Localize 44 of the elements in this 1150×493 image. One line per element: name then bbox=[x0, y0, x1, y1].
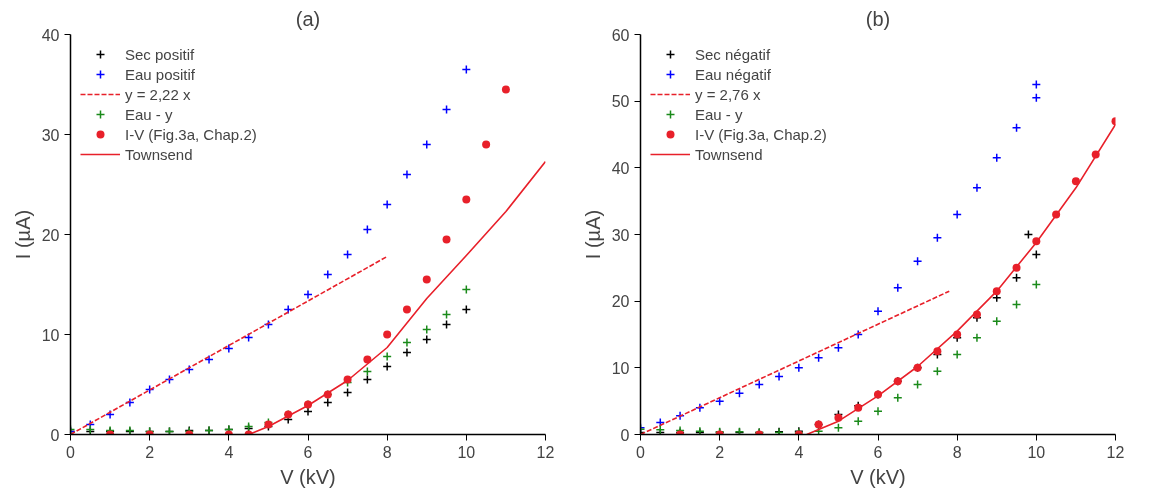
chart-title: (b) bbox=[865, 7, 891, 30]
x-tick-label: 8 bbox=[952, 443, 962, 461]
legend-label: Sec positif bbox=[125, 45, 195, 63]
legend-label: Eau - y bbox=[125, 105, 173, 123]
legend-label: Townsend bbox=[125, 145, 193, 163]
y-axis-title: I (µA) bbox=[581, 209, 604, 260]
x-tick-label: 2 bbox=[715, 443, 725, 461]
x-tick-label: 6 bbox=[873, 443, 883, 461]
x-axis-title: V (kV) bbox=[850, 465, 906, 488]
x-tick-label: 12 bbox=[1106, 443, 1125, 461]
y-tick-label: 50 bbox=[611, 93, 630, 111]
legend-label: I-V (Fig.3a, Chap.2) bbox=[695, 125, 827, 143]
legend-label: Eau - y bbox=[695, 105, 743, 123]
x-tick-label: 4 bbox=[794, 443, 804, 461]
x-tick-label: 4 bbox=[224, 443, 234, 461]
y-axis-title: I (µA) bbox=[11, 209, 34, 260]
legend-label: I-V (Fig.3a, Chap.2) bbox=[125, 125, 257, 143]
x-tick-label: 12 bbox=[536, 443, 555, 461]
y-tick-label: 10 bbox=[41, 326, 60, 344]
x-tick-label: 2 bbox=[145, 443, 155, 461]
y-tick-label: 30 bbox=[41, 126, 60, 144]
y-tick-label: 10 bbox=[611, 359, 630, 377]
x-tick-label: 6 bbox=[303, 443, 313, 461]
chart-title: (a) bbox=[295, 7, 321, 30]
x-axis-title: V (kV) bbox=[280, 465, 336, 488]
y-tick-label: 30 bbox=[611, 226, 630, 244]
legend-label: Sec négatif bbox=[695, 45, 771, 63]
legend-label: Townsend bbox=[695, 145, 763, 163]
x-tick-label: 8 bbox=[382, 443, 392, 461]
y-tick-label: 60 bbox=[611, 26, 630, 44]
legend-label: y = 2,22 x bbox=[125, 85, 191, 103]
y-tick-label: 40 bbox=[611, 159, 630, 177]
y-tick-label: 20 bbox=[611, 293, 630, 311]
x-tick-label: 0 bbox=[66, 443, 76, 461]
legend-label: Eau négatif bbox=[695, 65, 771, 83]
x-tick-label: 10 bbox=[457, 443, 476, 461]
legend-label: y = 2,76 x bbox=[695, 85, 761, 103]
x-tick-label: 10 bbox=[1027, 443, 1046, 461]
x-tick-label: 0 bbox=[636, 443, 646, 461]
y-tick-label: 0 bbox=[620, 426, 630, 444]
y-tick-label: 40 bbox=[41, 26, 60, 44]
legend-label: Eau positif bbox=[125, 65, 196, 83]
y-tick-label: 20 bbox=[41, 226, 60, 244]
y-tick-label: 0 bbox=[50, 426, 60, 444]
